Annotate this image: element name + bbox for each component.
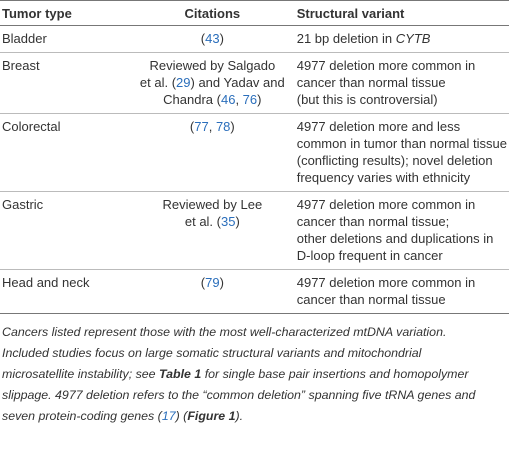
text: cancer than normal tissue;	[296, 214, 450, 229]
header-cell: Tumor type	[0, 0, 138, 26]
text: et al. (	[184, 214, 221, 229]
text: )	[257, 92, 262, 107]
text: 4977 deletion more common in	[296, 197, 476, 212]
citation[interactable]: 35	[220, 214, 236, 229]
row: Colorectal (77, 78) 4977 deletion more a…	[0, 113, 509, 192]
text: ,	[235, 92, 243, 107]
cell: Reviewed by Lee et al. (35)	[137, 191, 287, 270]
cell: (77, 78)	[137, 113, 287, 192]
text: ) and Yadav and	[190, 75, 285, 90]
row: Head and neck (79) 4977 deletion more co…	[0, 269, 509, 314]
cell: 4977 deletion more common in cancer than…	[286, 52, 509, 114]
text: microsatellite instability; see	[2, 367, 160, 381]
text: et al. (	[139, 75, 177, 90]
text: 21 bp deletion in	[296, 31, 396, 46]
citation[interactable]: 79	[205, 275, 220, 290]
cell: Bladder	[0, 25, 138, 53]
text: )	[219, 31, 224, 46]
row: Breast Reviewed by Salgado et al. (29) a…	[0, 52, 509, 114]
text: cancer than normal tissue	[296, 292, 446, 307]
cell: Breast	[0, 52, 138, 114]
footnote: Cancers listed represent those with the …	[0, 314, 509, 427]
cell: 4977 deletion more and less common in tu…	[286, 113, 509, 192]
citation[interactable]: 77	[194, 119, 209, 134]
text: (	[200, 275, 206, 290]
text: )	[219, 275, 224, 290]
cell: Colorectal	[0, 113, 138, 192]
citation[interactable]: 17	[161, 409, 176, 423]
cell: Gastric	[0, 191, 138, 270]
text: Reviewed by Lee	[162, 197, 263, 212]
text: slippage. 4977 deletion refers to the “c…	[2, 388, 476, 402]
citation[interactable]: 76	[242, 92, 258, 107]
text: Cancers listed represent those with the …	[2, 325, 447, 339]
text: common in tumor than normal tissue	[296, 136, 507, 151]
cell: (79)	[137, 269, 287, 314]
table-link[interactable]: Table 1	[159, 367, 202, 381]
row: Gastric Reviewed by Lee et al. (35) 4977…	[0, 191, 509, 270]
text: seven protein-coding genes (	[2, 409, 162, 423]
row: Bladder (43) 21 bp deletion in CYTB	[0, 25, 509, 53]
text: (	[189, 119, 195, 134]
cell: 4977 deletion more common in cancer than…	[286, 269, 509, 314]
text: )	[230, 119, 235, 134]
text: (	[200, 31, 206, 46]
text: ) (	[175, 409, 188, 423]
text: )	[235, 214, 240, 229]
header-cell: Citations	[137, 0, 287, 26]
cell: Head and neck	[0, 269, 138, 314]
header-cell: Structural variant	[286, 0, 509, 26]
gene: CYTB	[395, 31, 431, 46]
text: other deletions and duplications in	[296, 231, 494, 246]
text: ,	[208, 119, 216, 134]
text: cancer than normal tissue	[296, 75, 446, 90]
citation[interactable]: 43	[205, 31, 220, 46]
citation[interactable]: 78	[215, 119, 231, 134]
citation[interactable]: 29	[176, 75, 191, 90]
cell: 21 bp deletion in CYTB	[286, 25, 509, 53]
text: D-loop frequent in cancer	[296, 248, 443, 263]
cell: 4977 deletion more common in cancer than…	[286, 191, 509, 270]
header-row: Tumor type Citations Structural variant	[0, 0, 509, 26]
text: Reviewed by Salgado	[149, 58, 276, 73]
text: ).	[235, 409, 244, 423]
text: for single base pair insertions and homo…	[201, 367, 469, 381]
table: Tumor type Citations Structural variant …	[0, 0, 509, 314]
cell: (43)	[137, 25, 287, 53]
cell: Reviewed by Salgado et al. (29) and Yada…	[137, 52, 287, 114]
text: Chandra (	[163, 92, 221, 107]
text: 4977 deletion more common in	[296, 58, 476, 73]
text: (conflicting results); novel deletion	[296, 153, 493, 168]
text: 4977 deletion more common in	[296, 275, 476, 290]
text: (but this is controversial)	[296, 92, 438, 107]
text: frequency varies with ethnicity	[296, 170, 471, 185]
text: Included studies focus on large somatic …	[2, 346, 422, 360]
citation[interactable]: 46	[220, 92, 236, 107]
figure-link[interactable]: Figure 1	[187, 409, 236, 423]
text: 4977 deletion more and less	[296, 119, 461, 134]
